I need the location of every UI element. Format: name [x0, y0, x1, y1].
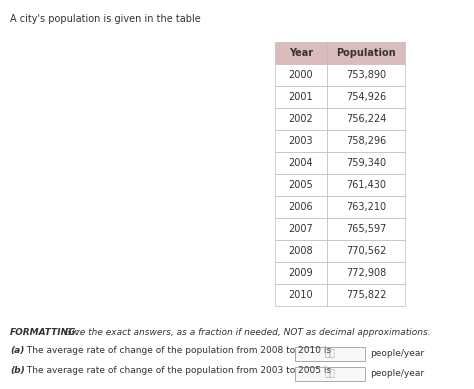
Bar	[327, 262, 405, 284]
Text: 763,210: 763,210	[346, 202, 386, 212]
Bar	[275, 108, 327, 130]
Text: The average rate of change of the population from 2008 to 2010 is: The average rate of change of the popula…	[24, 346, 331, 355]
Bar	[275, 152, 327, 174]
Bar	[327, 284, 405, 306]
Bar	[327, 218, 405, 240]
Bar	[275, 86, 327, 108]
Bar	[327, 86, 405, 108]
Bar	[327, 108, 405, 130]
Text: 772,908: 772,908	[346, 268, 386, 278]
Bar	[327, 64, 405, 86]
Text: people/year: people/year	[370, 370, 424, 378]
Text: 761,430: 761,430	[346, 180, 386, 190]
Text: 2002: 2002	[289, 114, 313, 124]
Bar	[327, 240, 405, 262]
Bar	[295, 347, 365, 361]
Text: Year: Year	[289, 48, 313, 58]
Text: 775,822: 775,822	[346, 290, 386, 300]
Bar	[327, 174, 405, 196]
Text: people/year: people/year	[370, 349, 424, 359]
Bar	[275, 196, 327, 218]
Text: FORMATTING:: FORMATTING:	[10, 328, 80, 337]
Text: 765,597: 765,597	[346, 224, 386, 234]
Bar	[275, 130, 327, 152]
Text: (a): (a)	[10, 346, 24, 355]
Bar	[275, 240, 327, 262]
Text: 2000: 2000	[289, 70, 313, 80]
Text: 2006: 2006	[289, 202, 313, 212]
Bar	[327, 130, 405, 152]
Bar	[295, 367, 365, 381]
Text: 753,890: 753,890	[346, 70, 386, 80]
Text: 2008: 2008	[289, 246, 313, 256]
Bar	[275, 174, 327, 196]
Text: 759,340: 759,340	[346, 158, 386, 168]
Bar	[275, 218, 327, 240]
Bar	[275, 64, 327, 86]
Text: 2001: 2001	[289, 92, 313, 102]
Bar	[275, 284, 327, 306]
Text: Give the exact answers, as a fraction if needed, NOT as decimal approximations.: Give the exact answers, as a fraction if…	[62, 328, 430, 337]
Text: 2007: 2007	[289, 224, 313, 234]
Bar	[327, 152, 405, 174]
Bar	[275, 262, 327, 284]
Text: 756,224: 756,224	[346, 114, 386, 124]
Bar	[327, 42, 405, 64]
Bar	[327, 196, 405, 218]
Text: 2003: 2003	[289, 136, 313, 146]
Text: 2010: 2010	[289, 290, 313, 300]
Text: 2005: 2005	[289, 180, 313, 190]
Text: 770,562: 770,562	[346, 246, 386, 256]
Text: 2009: 2009	[289, 268, 313, 278]
Text: 758,296: 758,296	[346, 136, 386, 146]
Text: 数字: 数字	[325, 349, 336, 359]
Text: Population: Population	[336, 48, 396, 58]
Text: 2004: 2004	[289, 158, 313, 168]
Text: 754,926: 754,926	[346, 92, 386, 102]
Text: The average rate of change of the population from 2003 to 2005 is: The average rate of change of the popula…	[24, 366, 331, 375]
Text: (b): (b)	[10, 366, 25, 375]
Bar	[275, 42, 327, 64]
Text: A city's population is given in the table: A city's population is given in the tabl…	[10, 14, 201, 24]
Text: 数字: 数字	[325, 370, 336, 378]
